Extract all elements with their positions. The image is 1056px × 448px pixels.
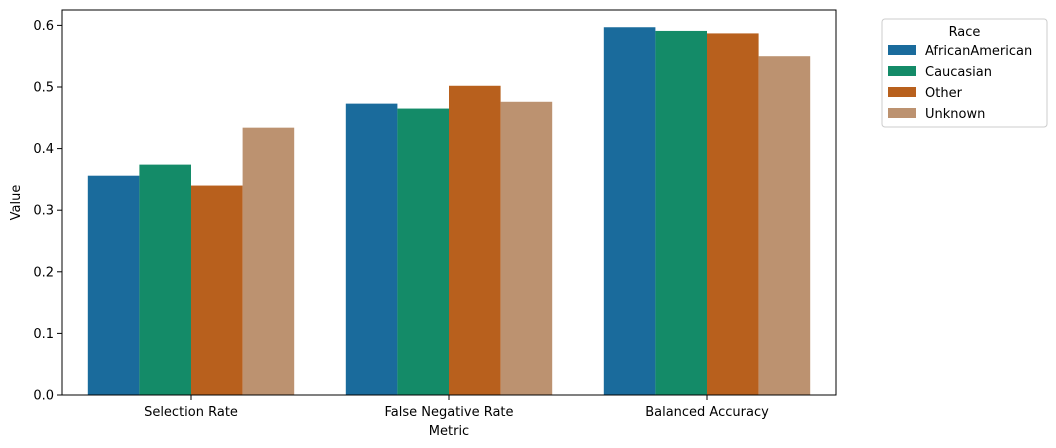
y-axis-title: Value xyxy=(9,185,24,221)
legend-label-other: Other xyxy=(925,86,963,101)
legend-items: AfricanAmerican Caucasian Other Unknown xyxy=(888,44,1032,122)
y-tick-label: 0.0 xyxy=(33,389,54,404)
legend-swatch-caucasian xyxy=(888,66,916,76)
y-tick-label: 0.6 xyxy=(33,19,54,34)
x-tick-label: Selection Rate xyxy=(144,405,238,420)
x-tick-label: Balanced Accuracy xyxy=(645,405,769,420)
legend-swatch-unknown xyxy=(888,108,916,118)
legend-label-africanamerican: AfricanAmerican xyxy=(925,44,1032,59)
x-axis: Selection Rate False Negative Rate Balance… xyxy=(144,395,769,420)
y-axis: 0.0 0.1 0.2 0.3 0.4 0.5 0.6 xyxy=(33,19,62,404)
legend: Race AfricanAmerican Caucasian Other Unknow… xyxy=(881,18,1048,128)
legend-swatch-africanamerican xyxy=(888,45,916,55)
legend-swatch-other xyxy=(888,87,916,97)
y-tick-label: 0.3 xyxy=(33,204,54,219)
y-tick-label: 0.1 xyxy=(33,327,54,342)
bar-other-2 xyxy=(449,85,501,396)
bars xyxy=(87,27,811,396)
bar-africanamerican-3 xyxy=(603,27,656,395)
bar-unknown-3 xyxy=(758,56,811,395)
bar-unknown-1 xyxy=(242,127,295,395)
bar-other-3 xyxy=(707,33,759,395)
bar-caucasian-1 xyxy=(139,164,191,395)
bar-africanamerican-1 xyxy=(87,175,140,395)
bar-caucasian-2 xyxy=(397,108,449,395)
y-tick-label: 0.4 xyxy=(33,142,54,157)
legend-label-unknown: Unknown xyxy=(925,107,985,122)
bar-caucasian-3 xyxy=(655,30,707,395)
legend-frame xyxy=(881,18,1048,128)
x-tick-label: False Negative Rate xyxy=(384,405,513,420)
legend-title: Race xyxy=(949,25,981,40)
bar-africanamerican-2 xyxy=(345,103,398,395)
bar-other-1 xyxy=(191,185,243,395)
bar-unknown-2 xyxy=(500,101,553,395)
y-tick-label: 0.5 xyxy=(33,81,54,96)
y-tick-label: 0.2 xyxy=(33,265,54,280)
x-axis-title: Metric xyxy=(429,424,469,439)
legend-label-caucasian: Caucasian xyxy=(925,65,992,80)
